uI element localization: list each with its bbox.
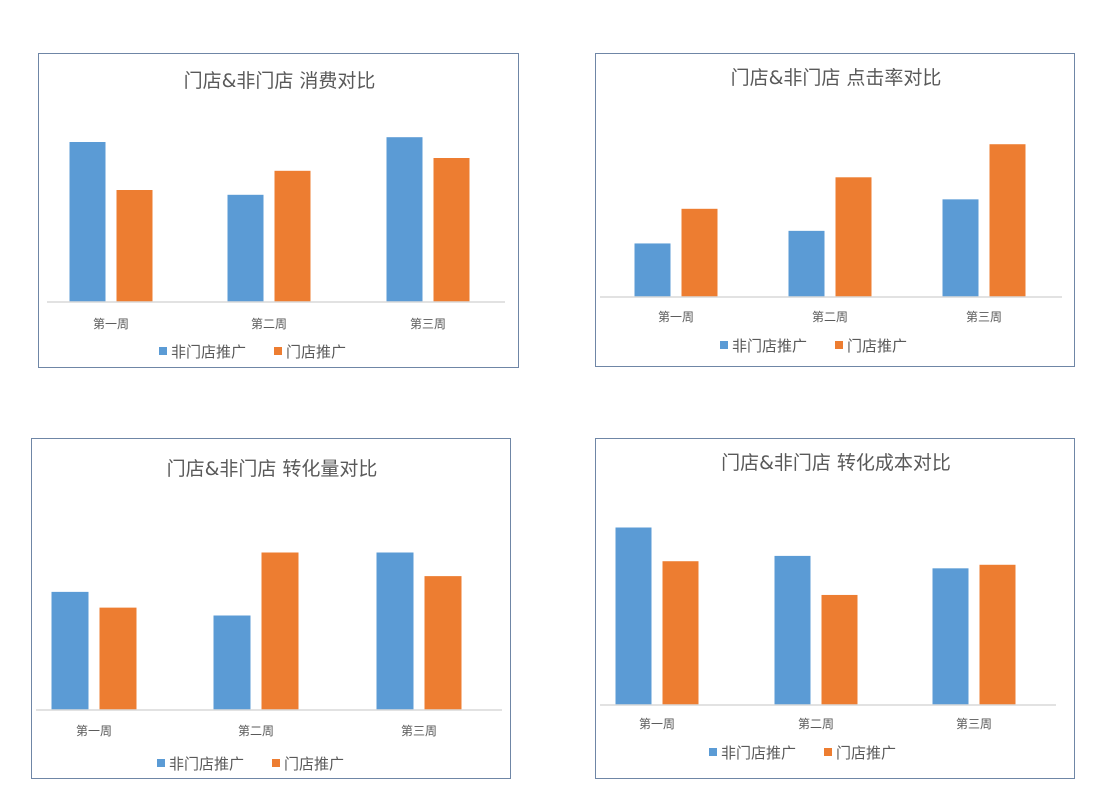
x-tick-label: 第二周 [812, 310, 848, 324]
x-tick-label: 第二周 [798, 717, 834, 731]
x-tick-label: 第三周 [956, 717, 992, 731]
bar [274, 170, 311, 302]
chart-title: 门店&非门店 消费对比 [184, 70, 376, 92]
legend-swatch [159, 347, 167, 355]
chart-title: 门店&非门店 点击率对比 [731, 67, 942, 89]
legend-label: 非门店推广 [169, 755, 244, 773]
bar [942, 199, 979, 297]
bar [835, 177, 872, 297]
chart-panel-conversion-cost: 门店&非门店 转化成本对比第一周 第二周 第三周非门店推广 门店推广 [595, 438, 1075, 779]
x-tick-label: 第一周 [93, 317, 129, 331]
x-tick-label: 第一周 [658, 310, 694, 324]
legend-swatch [157, 759, 165, 767]
x-tick-label: 第二周 [251, 317, 287, 331]
bar [227, 194, 264, 302]
bar [376, 552, 414, 710]
legend-swatch [272, 759, 280, 767]
bar [634, 243, 671, 297]
chart-panel-click-rate: 门店&非门店 点击率对比第一周 第二周 第三周非门店推广 门店推广 [595, 53, 1075, 367]
legend-label: 门店推广 [847, 337, 907, 355]
x-tick-label: 第三周 [410, 317, 446, 331]
legend-label: 门店推广 [284, 755, 344, 773]
bar [979, 564, 1016, 705]
legend-label: 非门店推广 [171, 343, 246, 361]
bar [615, 527, 652, 705]
bar [386, 137, 423, 302]
bar [932, 568, 969, 705]
x-tick-label: 第二周 [238, 724, 274, 738]
legend-swatch [709, 748, 717, 756]
legend-label: 非门店推广 [732, 337, 807, 355]
legend-swatch [720, 341, 728, 349]
legend-label: 门店推广 [836, 744, 896, 762]
bar [424, 576, 462, 710]
x-tick-label: 第一周 [639, 717, 675, 731]
chart-panel-conversions: 门店&非门店 转化量对比第一周 第二周 第三周非门店推广 门店推广 [31, 438, 511, 779]
chart-title: 门店&非门店 转化量对比 [167, 458, 378, 480]
legend-swatch [835, 341, 843, 349]
bar [662, 561, 699, 705]
bar [261, 552, 299, 710]
bar [51, 591, 89, 710]
legend-swatch [824, 748, 832, 756]
bar [69, 142, 106, 302]
legend-label: 门店推广 [286, 343, 346, 361]
x-tick-label: 第三周 [401, 724, 437, 738]
bar [989, 144, 1026, 297]
bar [821, 594, 858, 705]
x-tick-label: 第一周 [76, 724, 112, 738]
bar [774, 555, 811, 705]
bar [213, 615, 251, 710]
bar [433, 158, 470, 302]
legend-label: 非门店推广 [721, 744, 796, 762]
chart-title: 门店&非门店 转化成本对比 [721, 452, 951, 474]
bar [788, 230, 825, 297]
bar [99, 607, 137, 710]
bar [681, 208, 718, 297]
bar [116, 190, 153, 302]
chart-panel-consumption: 门店&非门店 消费对比第一周 第二周 第三周非门店推广 门店推广 [38, 53, 519, 368]
x-tick-label: 第三周 [966, 310, 1002, 324]
legend-swatch [274, 347, 282, 355]
